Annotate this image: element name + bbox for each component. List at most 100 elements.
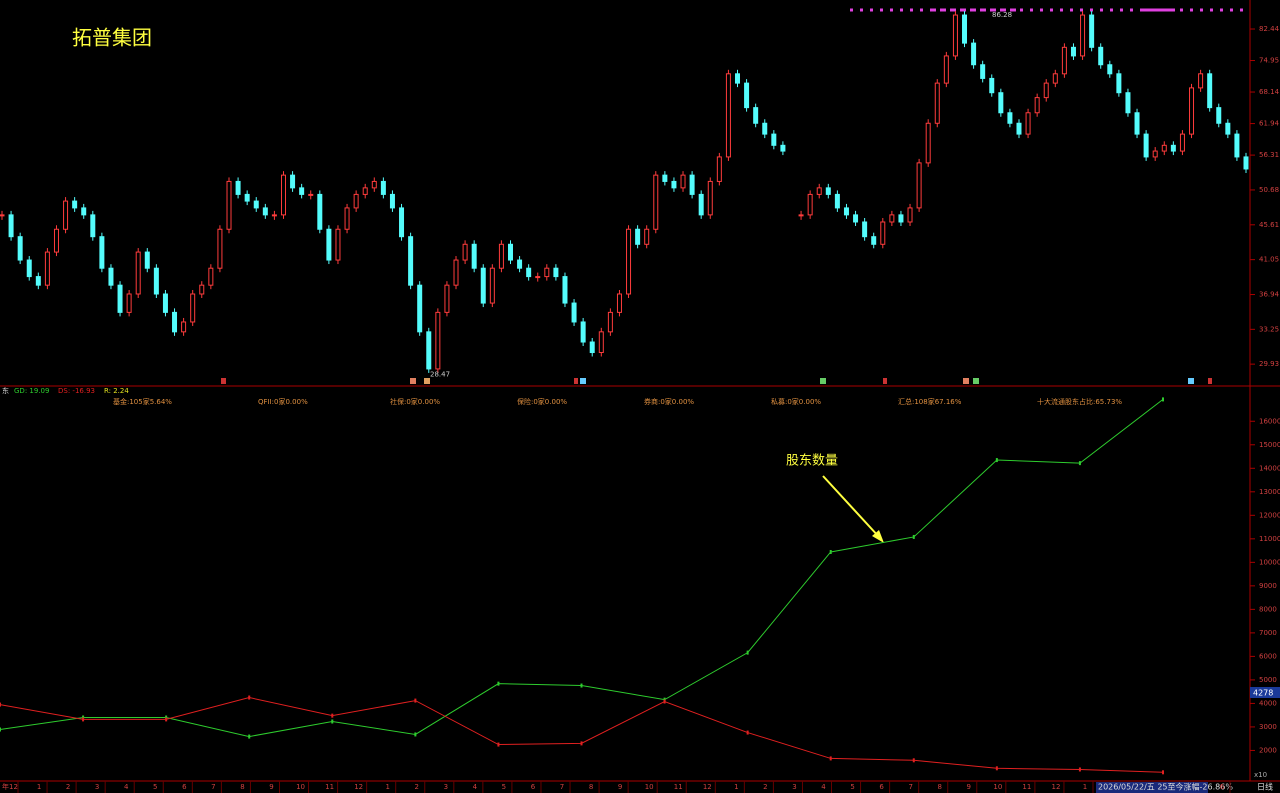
- point: [580, 683, 583, 688]
- point: [1162, 397, 1164, 402]
- time-label: 3: [444, 783, 448, 791]
- time-label: 10: [993, 783, 1002, 791]
- candle: [135, 251, 141, 295]
- y-tick-label: 9000: [1259, 582, 1277, 590]
- point: [82, 717, 85, 722]
- y-tick-label: 36.94: [1259, 291, 1280, 299]
- time-label: 8: [937, 783, 941, 791]
- annotation-arrow: [822, 475, 881, 539]
- period: 日线: [1257, 782, 1273, 792]
- candle: [462, 243, 468, 261]
- stat: 基金:105家5.64%: [113, 397, 172, 406]
- y-tick-label: 15000: [1259, 441, 1280, 449]
- candle: [26, 259, 32, 278]
- candle: [934, 82, 940, 124]
- candle: [1061, 46, 1067, 75]
- candle: [880, 221, 886, 245]
- event-marker: [963, 378, 969, 384]
- candle: [1125, 92, 1131, 114]
- candle: [0, 214, 5, 217]
- candle: [117, 284, 123, 313]
- candle: [44, 251, 50, 286]
- candle: [90, 214, 96, 238]
- candle: [172, 311, 178, 333]
- candle: [1080, 14, 1086, 57]
- candle: [344, 207, 350, 230]
- y-tick-label: 6000: [1259, 652, 1277, 660]
- candle: [1034, 97, 1040, 114]
- candle: [1152, 150, 1158, 158]
- event-marker: [820, 378, 826, 384]
- point: [497, 742, 500, 747]
- candle: [544, 267, 550, 278]
- candle: [380, 180, 386, 195]
- candle: [63, 200, 69, 230]
- candle: [662, 174, 668, 182]
- candle: [1179, 133, 1185, 152]
- point: [414, 698, 417, 703]
- point: [1162, 770, 1164, 775]
- candle: [244, 193, 250, 202]
- y-tick-label: 13000: [1259, 488, 1280, 496]
- candle: [1189, 87, 1195, 135]
- y-tick-label: 12000: [1259, 511, 1280, 519]
- time-label: 9: [618, 783, 622, 791]
- y-tick-label: 68.14: [1259, 88, 1280, 96]
- candle: [962, 14, 968, 44]
- candle: [226, 180, 232, 230]
- candle: [1170, 144, 1176, 152]
- point: [331, 719, 334, 724]
- candle: [1161, 144, 1167, 152]
- date-box: [1096, 782, 1208, 793]
- candle: [862, 221, 868, 238]
- time-label: 9: [967, 783, 971, 791]
- y-tick-label: 56.31: [1259, 151, 1279, 159]
- date-info: 2026/05/22/五 25至今涨幅-26.86%: [1098, 782, 1233, 792]
- candle: [126, 293, 132, 313]
- candle: [262, 207, 268, 216]
- candle: [280, 174, 286, 216]
- candle: [898, 214, 904, 223]
- time-label: 12: [1051, 783, 1060, 791]
- candle: [971, 42, 977, 66]
- candle: [181, 321, 187, 333]
- candle: [1089, 14, 1095, 48]
- point: [1078, 461, 1081, 466]
- candle: [871, 236, 877, 245]
- candle: [635, 228, 641, 245]
- candle: [72, 200, 78, 209]
- candle: [1243, 156, 1249, 170]
- y-tick-label: 41.05: [1259, 256, 1279, 264]
- time-label: 7: [908, 783, 912, 791]
- candle: [399, 207, 405, 238]
- candle: [989, 77, 995, 94]
- y-tick-label: 2000: [1259, 746, 1277, 754]
- candle: [952, 14, 958, 57]
- candle: [680, 174, 686, 189]
- candle: [335, 228, 341, 261]
- point: [829, 756, 832, 761]
- time-label: 11: [325, 783, 334, 791]
- candle: [998, 92, 1004, 114]
- point: [995, 766, 998, 771]
- candle: [644, 228, 650, 245]
- time-label: 8: [589, 783, 593, 791]
- candle: [698, 193, 704, 216]
- low-label: 28.47: [430, 371, 450, 379]
- candle: [489, 267, 495, 304]
- candle: [35, 276, 41, 286]
- candle: [626, 228, 632, 295]
- time-label: 5: [502, 783, 506, 791]
- time-label: 7: [211, 783, 215, 791]
- point: [663, 699, 666, 704]
- candle: [744, 82, 750, 109]
- point: [746, 650, 749, 655]
- point: [0, 702, 1, 707]
- chart-title: 拓普集团: [72, 26, 152, 50]
- high-label: 86.28: [992, 11, 1012, 19]
- event-marker: [1188, 378, 1194, 384]
- candle: [598, 331, 604, 354]
- y-tick-label: 10000: [1259, 558, 1280, 566]
- stat: 社保:0家0.00%: [390, 397, 440, 406]
- y-tick-label: 16000: [1259, 417, 1280, 425]
